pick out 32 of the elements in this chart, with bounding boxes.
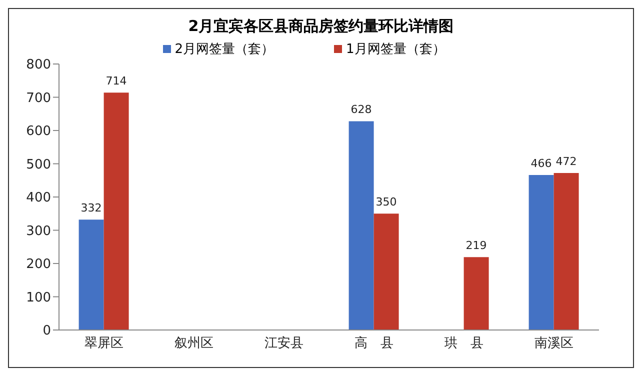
data-label: 628 bbox=[350, 103, 372, 116]
x-tick-label: 南溪区 bbox=[534, 336, 574, 352]
y-tick-label: 0 bbox=[42, 324, 51, 339]
y-tick-label: 700 bbox=[26, 90, 51, 106]
y-tick-label: 600 bbox=[26, 124, 51, 140]
data-label: 714 bbox=[106, 74, 127, 88]
y-tick-label: 300 bbox=[26, 224, 51, 239]
x-tick-label: 叙州区 bbox=[174, 336, 214, 352]
data-label: 350 bbox=[376, 196, 397, 209]
chart-title: 2月宜宾各区县商品房签约量环比详情图 bbox=[187, 17, 455, 36]
x-tick-label: 高 县 bbox=[354, 335, 394, 352]
bar bbox=[104, 92, 129, 330]
bar bbox=[554, 173, 579, 330]
bar bbox=[78, 220, 104, 330]
y-tick-label: 200 bbox=[26, 257, 51, 272]
bar bbox=[348, 121, 374, 330]
legend-label: 1月网签量（套） bbox=[345, 41, 446, 58]
bar bbox=[374, 214, 399, 330]
data-label: 219 bbox=[466, 239, 487, 252]
y-tick-label: 400 bbox=[26, 190, 51, 206]
y-tick-label: 500 bbox=[26, 157, 51, 172]
x-tick-label: 江安县 bbox=[264, 335, 304, 352]
bar bbox=[528, 175, 554, 330]
data-label: 472 bbox=[556, 155, 577, 168]
data-label: 332 bbox=[80, 202, 102, 215]
x-tick-label: 珙 县 bbox=[444, 336, 484, 352]
bar bbox=[464, 257, 489, 330]
x-tick-label: 翠屏区 bbox=[84, 336, 124, 352]
y-tick-label: 800 bbox=[26, 58, 51, 73]
y-tick-label: 100 bbox=[26, 290, 51, 306]
data-label: 466 bbox=[530, 157, 552, 170]
legend-label: 2月网签量（套） bbox=[174, 41, 274, 58]
